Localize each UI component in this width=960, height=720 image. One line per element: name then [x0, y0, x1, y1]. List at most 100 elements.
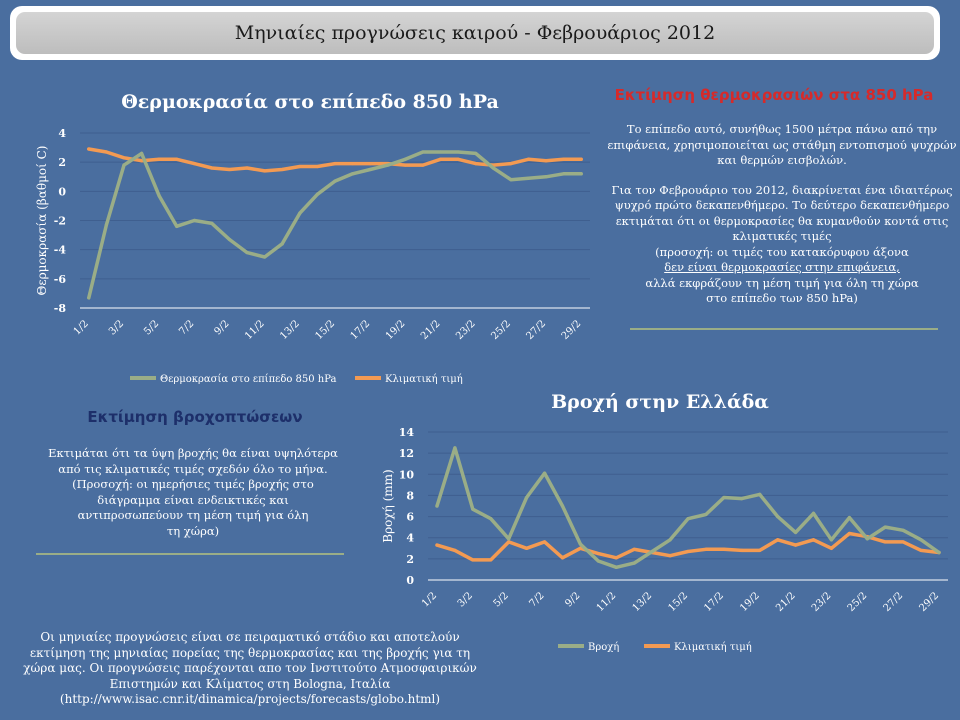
x-tick-label: 25/2	[846, 590, 870, 614]
data-point	[811, 538, 816, 542]
data-point	[919, 548, 923, 552]
data-point	[350, 162, 355, 166]
data-point	[919, 538, 923, 542]
rain-estimate-text: Εκτιμάται ότι τα ύψη βροχής θα είναι υψη…	[28, 446, 358, 539]
data-point	[435, 543, 439, 547]
x-tick-label: 7/2	[177, 318, 196, 337]
data-point	[298, 211, 302, 215]
series-line	[87, 150, 583, 300]
data-point	[740, 497, 744, 501]
legend-label: Κλιματική τιμή	[674, 642, 752, 653]
x-tick-label: 5/2	[492, 590, 511, 609]
data-point	[315, 192, 320, 196]
data-point	[704, 512, 708, 517]
x-tick-label: 27/2	[524, 318, 548, 342]
data-point	[544, 159, 548, 163]
data-point	[811, 511, 816, 515]
data-point	[87, 296, 91, 300]
title-bar: Μηνιαίες προγνώσεις καιρού - Φεβρουάριος…	[10, 6, 940, 60]
data-point	[245, 250, 249, 255]
data-point	[847, 531, 851, 536]
data-point	[350, 172, 355, 176]
y-tick-label: 0	[58, 185, 66, 198]
temperature-estimate-text: Το επίπεδο αυτό, συνήθως 1500 μέτρα πάνω…	[604, 122, 960, 307]
series-line	[435, 446, 941, 570]
data-point	[474, 151, 478, 156]
data-point	[471, 507, 475, 511]
data-point	[509, 178, 513, 182]
y-axis-label: Βροχή (mm)	[381, 469, 395, 543]
data-point	[471, 558, 475, 562]
y-tick-label: 12	[399, 447, 414, 460]
data-point	[758, 492, 762, 496]
x-tick-label: 3/2	[456, 590, 475, 609]
data-point	[403, 163, 407, 167]
x-tick-label: 13/2	[278, 318, 302, 342]
x-tick-label: 9/2	[212, 318, 231, 337]
data-point	[263, 169, 267, 173]
data-point	[192, 218, 196, 223]
x-tick-label: 1/2	[420, 590, 439, 609]
data-point	[578, 546, 583, 550]
data-point	[139, 151, 144, 156]
legend-label: Θερμοκρασία στο επίπεδο 850 hPa	[160, 374, 337, 385]
data-point	[333, 162, 337, 166]
x-tick-label: 5/2	[142, 318, 161, 337]
data-point	[579, 172, 583, 176]
x-tick-label: 11/2	[243, 318, 267, 342]
y-tick-label: -8	[54, 302, 67, 315]
data-point	[192, 162, 196, 166]
y-tick-label: 8	[406, 489, 414, 502]
temperature-panel-divider	[630, 328, 938, 330]
data-point	[722, 547, 726, 551]
data-point	[104, 150, 108, 154]
rain-panel-divider	[36, 553, 344, 555]
data-point	[829, 546, 834, 550]
data-point	[315, 164, 320, 169]
data-point	[453, 446, 457, 450]
data-point	[596, 559, 600, 563]
data-point	[421, 150, 425, 154]
legend-label: Κλιματική τιμή	[385, 374, 463, 385]
data-point	[793, 543, 798, 547]
y-tick-label: 6	[406, 511, 414, 524]
rain-chart: Βροχή στην Ελλάδα Βροχή (mm) 14 12 10 8 6 4 2 0 1/…	[381, 391, 948, 653]
temperature-text-2: Για τον Φεβρουάριο του 2012, διακρίνεται…	[611, 182, 953, 244]
data-point	[562, 157, 566, 161]
data-point	[456, 150, 460, 154]
x-tick-label: 25/2	[489, 318, 513, 342]
data-point	[901, 528, 905, 532]
data-point	[776, 538, 780, 542]
x-tick-label: 17/2	[702, 590, 726, 614]
data-point	[157, 157, 161, 161]
temperature-text-5: αλλά εκφράζουν τη μέση τιμή για όλη τη χ…	[645, 275, 919, 306]
y-tick-label: 0	[406, 574, 414, 587]
x-tick-label: 15/2	[313, 318, 337, 342]
rain-estimate-heading: Εκτίμηση βροχοπτώσεων	[87, 408, 303, 426]
y-tick-label: 14	[399, 426, 415, 439]
data-point	[740, 548, 744, 552]
data-point	[579, 157, 583, 161]
y-tick-label: -4	[54, 244, 67, 257]
x-tick-label: 23/2	[454, 318, 478, 342]
data-point	[87, 147, 91, 151]
data-point	[210, 221, 214, 226]
data-point	[650, 549, 654, 554]
data-point	[491, 166, 495, 170]
x-tick-label: 21/2	[419, 318, 443, 342]
data-point	[333, 179, 337, 183]
data-point	[542, 540, 547, 544]
data-point	[507, 540, 511, 544]
data-point	[614, 556, 618, 560]
legend-label: Βροχή	[588, 642, 619, 653]
data-point	[596, 551, 600, 556]
data-point	[139, 159, 144, 163]
temperature-text-3: (προσοχή: οι τιμές του κατακόρυφου άξονα	[655, 244, 909, 259]
temperature-text-4: δεν είναι θερμοκρασίες στην επιφάνεια,	[664, 260, 900, 274]
data-point	[562, 172, 566, 176]
data-point	[614, 565, 618, 569]
data-point	[722, 495, 726, 500]
data-point	[686, 549, 690, 554]
x-tick-label: 27/2	[882, 590, 906, 614]
data-point	[368, 167, 372, 172]
